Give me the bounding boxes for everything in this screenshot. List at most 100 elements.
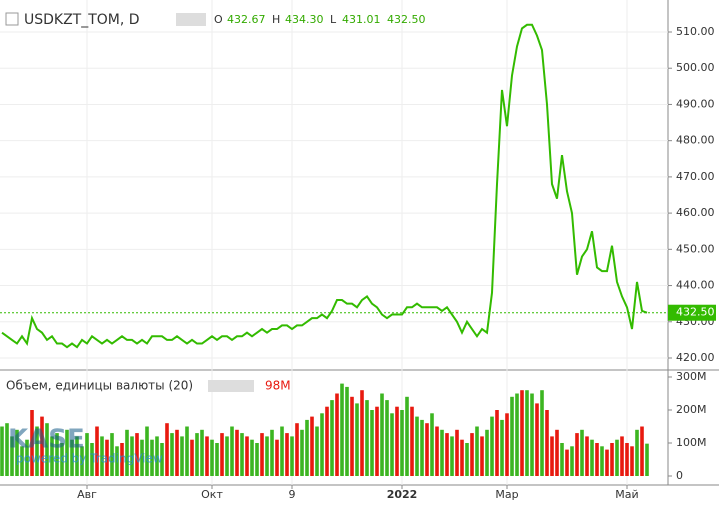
- volume-bar: [275, 439, 279, 476]
- volume-bar: [605, 449, 609, 476]
- volume-bar: [360, 390, 364, 476]
- volume-bar: [230, 426, 234, 476]
- volume-bar: [500, 419, 504, 476]
- volume-bar: [45, 423, 49, 476]
- volume-bar: [325, 406, 329, 476]
- volume-bar: [615, 439, 619, 476]
- y-tick-label: 460.00: [676, 206, 715, 219]
- volume-bar: [170, 433, 174, 476]
- volume-bar: [200, 429, 204, 476]
- volume-bar: [470, 433, 474, 476]
- volume-bar: [595, 443, 599, 476]
- volume-bar: [195, 433, 199, 476]
- volume-bar: [385, 400, 389, 476]
- volume-bar: [185, 426, 189, 476]
- volume-bar: [570, 446, 574, 476]
- volume-bar: [205, 436, 209, 476]
- volume-bar: [485, 429, 489, 476]
- volume-bar: [575, 433, 579, 476]
- volume-bar: [210, 439, 214, 476]
- volume-bar: [40, 416, 44, 476]
- y-tick-label: 0: [676, 469, 683, 482]
- volume-bar: [315, 426, 319, 476]
- volume-bar: [630, 446, 634, 476]
- symbol: USDKZT_TOM, D: [24, 12, 140, 28]
- settings-icons[interactable]: [176, 13, 206, 26]
- volume-bar: [475, 426, 479, 476]
- volume-bar: [350, 396, 354, 476]
- volume-bar: [50, 436, 54, 476]
- volume-bar: [405, 396, 409, 476]
- volume-bar: [585, 436, 589, 476]
- volume-bar: [90, 443, 94, 476]
- x-tick-label: 2022: [387, 488, 418, 501]
- last-price-box: [668, 304, 716, 321]
- volume-bar: [30, 410, 34, 476]
- volume-bar: [295, 423, 299, 476]
- volume-bar: [215, 443, 219, 476]
- volume-bar: [125, 429, 129, 476]
- volume-bar: [0, 426, 4, 476]
- volume-bar: [620, 436, 624, 476]
- volume-bar: [95, 426, 99, 476]
- ohlc-label: L: [330, 13, 337, 26]
- volume-bar: [265, 436, 269, 476]
- volume-bar: [635, 429, 639, 476]
- volume-bar: [255, 443, 259, 476]
- volume-bar: [455, 429, 459, 476]
- volume-bar: [120, 443, 124, 476]
- volume-bar: [340, 383, 344, 476]
- collapse-icon[interactable]: [5, 12, 19, 26]
- volume-bar: [245, 436, 249, 476]
- volume-bar: [190, 439, 194, 476]
- y-tick-label: 450.00: [676, 242, 715, 255]
- ohlc-label: O: [214, 13, 223, 26]
- volume-bar: [530, 393, 534, 476]
- volume-icons[interactable]: [208, 380, 254, 392]
- volume-bar: [505, 413, 509, 476]
- volume-bar: [15, 429, 19, 476]
- volume-bar: [285, 433, 289, 476]
- volume-bar: [375, 406, 379, 476]
- volume-bar: [75, 436, 79, 476]
- ohlc-value: 434.30: [285, 13, 324, 26]
- volume-bar: [550, 436, 554, 476]
- volume-bar: [110, 433, 114, 476]
- volume-bar: [250, 439, 254, 476]
- volume-bar: [80, 446, 84, 476]
- volume-bar: [235, 429, 239, 476]
- volume-bar: [140, 439, 144, 476]
- ohlc-label: H: [272, 13, 280, 26]
- volume-bar: [555, 429, 559, 476]
- volume-bar: [335, 393, 339, 476]
- volume-bar: [5, 423, 9, 476]
- y-tick-label: 440.00: [676, 279, 715, 292]
- volume-bar: [440, 429, 444, 476]
- volume-bar: [540, 390, 544, 476]
- volume-bar: [410, 406, 414, 476]
- volume-bar: [310, 416, 314, 476]
- volume-bar: [525, 390, 529, 476]
- ohlc-value: 432.50: [387, 13, 426, 26]
- volume-title: Объем, единицы валюты (20): [6, 379, 193, 393]
- volume-bar: [465, 443, 469, 476]
- volume-bar: [390, 413, 394, 476]
- volume-bar: [365, 400, 369, 476]
- volume-bar: [640, 426, 644, 476]
- volume-bar: [165, 423, 169, 476]
- volume-bar: [445, 433, 449, 476]
- volume-bar: [415, 416, 419, 476]
- volume-bar: [25, 439, 29, 476]
- y-tick-label: 300M: [676, 370, 707, 383]
- volume-bar: [545, 410, 549, 476]
- marks: 432.50: [0, 23, 716, 476]
- volume-bar: [625, 443, 629, 476]
- volume-bar: [425, 423, 429, 476]
- volume-bar: [220, 433, 224, 476]
- volume-bar: [135, 433, 139, 476]
- y-tick-label: 200M: [676, 403, 707, 416]
- volume-bar: [495, 410, 499, 476]
- volume-bar: [510, 396, 514, 476]
